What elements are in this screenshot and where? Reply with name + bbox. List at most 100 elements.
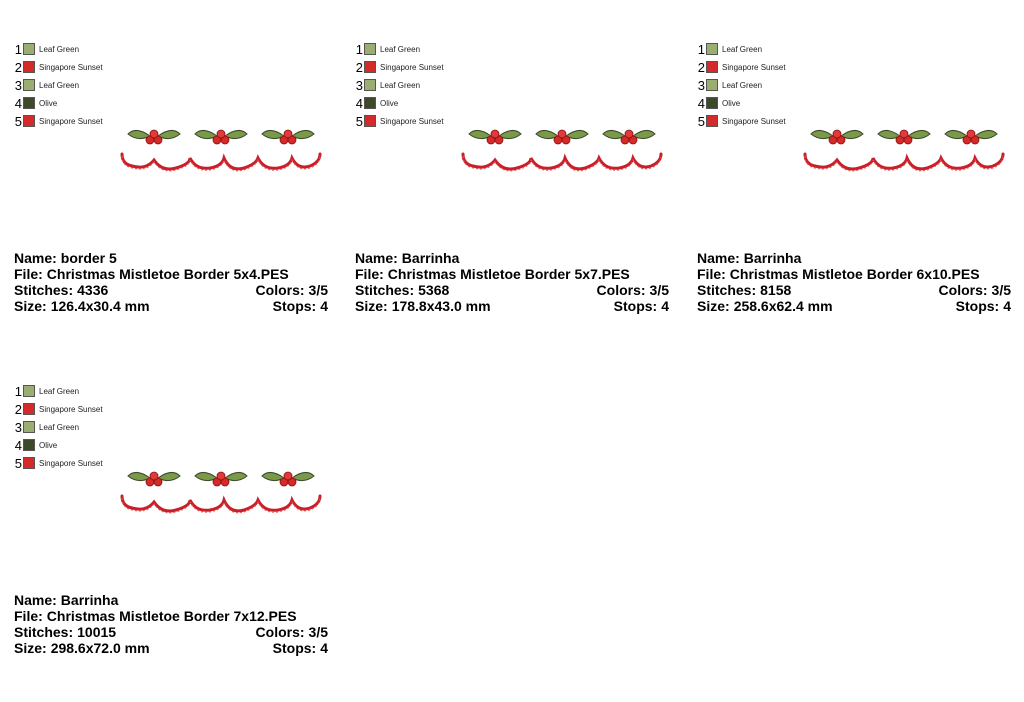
color-number: 5 bbox=[14, 113, 22, 129]
color-swatch bbox=[364, 97, 376, 109]
color-palette: 1 Leaf Green 2 Singapore Sunset 3 Leaf G… bbox=[12, 382, 103, 472]
color-number: 4 bbox=[14, 437, 22, 453]
holly-cluster-3 bbox=[602, 129, 656, 145]
design-info: Name: Barrinha File: Christmas Mistletoe B… bbox=[697, 250, 1011, 314]
stitches-value: 10015 bbox=[77, 624, 117, 640]
name-row: Name: Barrinha bbox=[355, 250, 669, 266]
size-row: Size: 298.6x72.0 mm Stops: 4 bbox=[14, 640, 328, 656]
color-swatch bbox=[706, 115, 718, 127]
color-swatch bbox=[23, 115, 35, 127]
holly-cluster-2 bbox=[535, 129, 589, 145]
color-swatch bbox=[706, 97, 718, 109]
name-label: Name: bbox=[355, 250, 398, 266]
holly-cluster-3 bbox=[261, 129, 315, 145]
stitches-label: Stitches: bbox=[14, 624, 74, 640]
stops-value: 4 bbox=[320, 298, 328, 314]
name-label: Name: bbox=[14, 250, 57, 266]
stops-value: 4 bbox=[320, 640, 328, 656]
color-name: Leaf Green bbox=[722, 80, 763, 90]
color-swatch bbox=[23, 61, 35, 73]
holly-cluster-3 bbox=[261, 471, 315, 487]
file-row: File: Christmas Mistletoe Border 7x12.PES bbox=[14, 608, 328, 624]
color-row-5: 5 Singapore Sunset bbox=[12, 454, 103, 472]
colors-label: Colors: bbox=[596, 282, 646, 298]
color-number: 2 bbox=[14, 59, 22, 75]
color-row-3: 3 Leaf Green bbox=[695, 76, 786, 94]
color-number: 3 bbox=[14, 77, 22, 93]
stops-label: Stops: bbox=[613, 298, 658, 314]
holly-cluster-3 bbox=[944, 129, 998, 145]
color-name: Singapore Sunset bbox=[39, 404, 103, 414]
design-name: Barrinha bbox=[60, 592, 119, 608]
color-row-2: 2 Singapore Sunset bbox=[695, 58, 786, 76]
design-card-2: 1 Leaf Green 2 Singapore Sunset 3 Leaf G… bbox=[347, 16, 677, 346]
color-swatch bbox=[23, 97, 35, 109]
color-name: Singapore Sunset bbox=[39, 116, 103, 126]
color-number: 4 bbox=[355, 95, 363, 111]
color-swatch bbox=[23, 457, 35, 469]
color-name: Leaf Green bbox=[39, 422, 80, 432]
size-row: Size: 126.4x30.4 mm Stops: 4 bbox=[14, 298, 328, 314]
file-label: File: bbox=[14, 266, 43, 282]
color-number: 5 bbox=[355, 113, 363, 129]
holly-cluster-1 bbox=[127, 129, 181, 145]
color-number: 1 bbox=[14, 383, 22, 399]
color-row-1: 1 Leaf Green bbox=[12, 382, 103, 400]
color-swatch bbox=[364, 61, 376, 73]
size-label: Size: bbox=[355, 298, 388, 314]
color-name: Leaf Green bbox=[39, 80, 80, 90]
color-number: 1 bbox=[697, 41, 705, 57]
color-name: Singapore Sunset bbox=[380, 62, 444, 72]
holly-cluster-2 bbox=[194, 471, 248, 487]
color-number: 1 bbox=[14, 41, 22, 57]
holly-cluster-1 bbox=[810, 129, 864, 145]
color-name: Leaf Green bbox=[380, 80, 421, 90]
color-palette: 1 Leaf Green 2 Singapore Sunset 3 Leaf G… bbox=[12, 40, 103, 130]
colors-value: 3/5 bbox=[308, 282, 328, 298]
color-row-1: 1 Leaf Green bbox=[12, 40, 103, 58]
color-name: Singapore Sunset bbox=[380, 116, 444, 126]
stitches-row: Stitches: 4336 Colors: 3/5 bbox=[14, 282, 328, 298]
size-label: Size: bbox=[14, 298, 47, 314]
colors-value: 3/5 bbox=[649, 282, 669, 298]
design-name: Barrinha bbox=[401, 250, 460, 266]
color-number: 5 bbox=[14, 455, 22, 471]
color-number: 3 bbox=[14, 419, 22, 435]
colors-value: 3/5 bbox=[991, 282, 1011, 298]
color-name: Olive bbox=[722, 98, 741, 108]
name-label: Name: bbox=[14, 592, 57, 608]
name-row: Name: Barrinha bbox=[14, 592, 328, 608]
file-name: Christmas Mistletoe Border 6x10.PES bbox=[729, 266, 980, 282]
file-label: File: bbox=[14, 608, 43, 624]
colors-label: Colors: bbox=[255, 624, 305, 640]
holly-cluster-2 bbox=[194, 129, 248, 145]
color-row-5: 5 Singapore Sunset bbox=[12, 112, 103, 130]
color-swatch bbox=[706, 43, 718, 55]
file-row: File: Christmas Mistletoe Border 5x7.PES bbox=[355, 266, 669, 282]
color-palette: 1 Leaf Green 2 Singapore Sunset 3 Leaf G… bbox=[695, 40, 786, 130]
design-info: Name: border 5 File: Christmas Mistletoe B… bbox=[14, 250, 328, 314]
color-name: Leaf Green bbox=[722, 44, 763, 54]
name-row: Name: border 5 bbox=[14, 250, 328, 266]
color-swatch bbox=[23, 421, 35, 433]
design-card-4: 1 Leaf Green 2 Singapore Sunset 3 Leaf G… bbox=[6, 358, 336, 688]
color-name: Singapore Sunset bbox=[722, 116, 786, 126]
size-row: Size: 258.6x62.4 mm Stops: 4 bbox=[697, 298, 1011, 314]
file-label: File: bbox=[355, 266, 384, 282]
stitches-label: Stitches: bbox=[355, 282, 415, 298]
color-row-1: 1 Leaf Green bbox=[695, 40, 786, 58]
mistletoe-border-preview bbox=[461, 129, 663, 173]
color-swatch bbox=[706, 79, 718, 91]
color-name: Singapore Sunset bbox=[39, 62, 103, 72]
color-row-3: 3 Leaf Green bbox=[353, 76, 444, 94]
colors-value: 3/5 bbox=[308, 624, 328, 640]
stops-label: Stops: bbox=[272, 640, 317, 656]
design-name: border 5 bbox=[60, 250, 117, 266]
color-palette: 1 Leaf Green 2 Singapore Sunset 3 Leaf G… bbox=[353, 40, 444, 130]
stitches-value: 8158 bbox=[760, 282, 792, 298]
file-label: File: bbox=[697, 266, 726, 282]
color-number: 2 bbox=[355, 59, 363, 75]
size-row: Size: 178.8x43.0 mm Stops: 4 bbox=[355, 298, 669, 314]
stops-label: Stops: bbox=[272, 298, 317, 314]
color-name: Singapore Sunset bbox=[722, 62, 786, 72]
